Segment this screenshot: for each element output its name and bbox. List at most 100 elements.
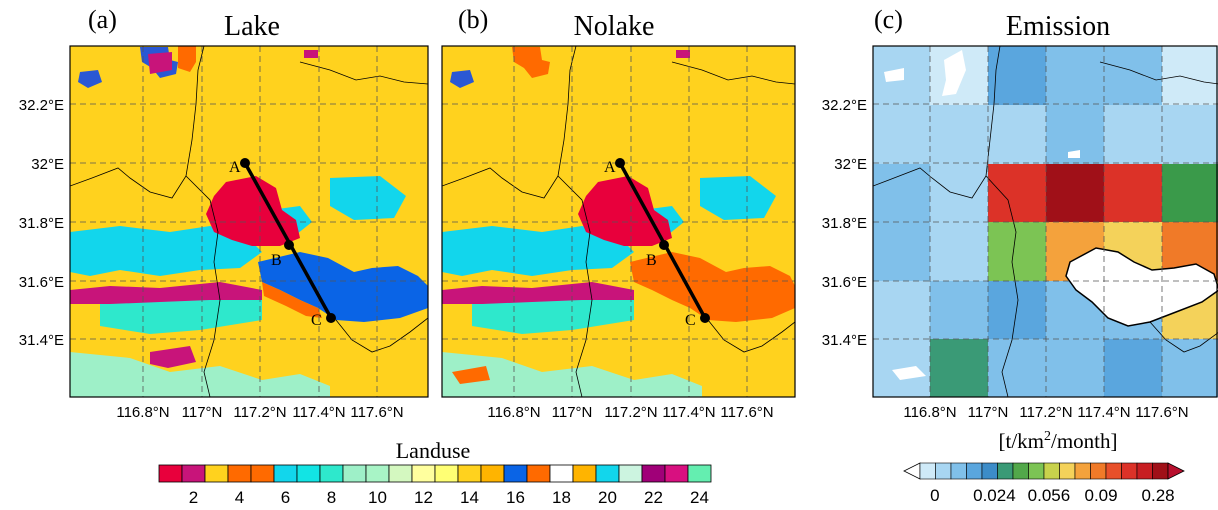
panel-b-point-c-label: C [685,312,696,329]
panel-a-grid [70,46,428,397]
emission-tick-label: 0.09 [1084,486,1117,505]
panel-c-boundary [1149,321,1218,353]
panel-b-x-tick-label: 117°N [552,404,593,421]
landuse-swatch [227,464,252,483]
panel-a-scrub-streak [70,282,262,304]
panel-a-orange-patch [178,46,196,72]
landuse-tick-label: 10 [368,488,387,507]
emission-swatch [1090,462,1107,480]
panel-b-urban [578,176,672,246]
emission-swatch [1152,462,1169,480]
landuse-swatch [549,464,574,483]
panel-a-water-patch [78,70,102,88]
panel-a-point-c-label: C [311,312,322,329]
landuse-legend-title: Landuse [396,438,471,463]
panel-a-x-axis: 116.8°N 117°N 117.2°N 117.4°N 117.6°N [116,404,403,421]
emission-swatch [1136,462,1153,480]
panel-a-lake-shore [262,282,322,318]
panel-a-mosaic-south [70,352,330,397]
panel-a-frame [69,45,429,398]
panel-b-grassland-band [700,176,776,220]
panel-b-orange-patch [452,366,490,384]
landuse-tick-label: 16 [506,488,525,507]
panel-c-nodata-patch [942,50,966,96]
landuse-swatch [434,464,459,483]
panel-a-y-tick-label: 31.4°E [19,332,64,349]
panel-b-point-a-label: A [604,159,616,176]
panel-b-grid [442,46,795,397]
panel-b-point-a [615,158,625,168]
panel-c-y-tick-label: 32°E [834,156,867,173]
panel-c-x-axis: 116.8°N 117°N 117.2°N 117.4°N 117.6°N [903,404,1188,421]
panel-a-point-a [240,158,250,168]
landuse-swatch [641,464,666,483]
emission-tick-label: 0 [930,486,939,505]
landuse-swatch [273,464,298,483]
panel-a-transect: A B C [229,158,336,329]
landuse-swatch [204,464,229,483]
panel-b-x-axis: 116.8°N 117°N 117.2°N 117.4°N 117.6°N [487,404,773,421]
landuse-swatch [181,464,206,483]
emission-unit-part: [t/km [999,429,1045,453]
panel-a-y-tick-label: 32°E [31,156,64,173]
landuse-legend-swatches [158,464,712,483]
panel-a-x-tick-label: 117.2°N [233,404,286,421]
panel-c-y-tick-label: 32.2°E [822,97,867,114]
emission-swatch [935,462,952,480]
panel-a-point-b-label: B [271,252,282,269]
emission-swatch-min-arrow [903,462,921,480]
panel-a-x-tick-label: 117.6°N [350,404,403,421]
panel-a-y-tick-label: 31.6°E [19,274,64,291]
panel-a-point-c [326,313,336,323]
panel-c-title: Emission [1006,11,1110,42]
panel-a-urban [206,176,300,246]
panel-c-y-tick-label: 31.6°E [822,274,867,291]
emission-swatch [1059,462,1076,480]
landuse-tick-label: 20 [598,488,617,507]
landuse-tick-label: 24 [690,488,709,507]
panel-c-map [873,46,1218,397]
panel-c-boundary [873,46,1001,199]
landuse-swatch [319,464,344,483]
landuse-swatch [664,464,689,483]
landuse-swatch [572,464,597,483]
panel-b-orange-patch [512,47,550,78]
panel-a-boundary [299,61,428,85]
panel-a-boundary [335,317,428,353]
emission-legend-unit: [t/km2/month] [999,429,1118,453]
landuse-tick-label: 14 [460,488,479,507]
emission-swatch [1105,462,1122,480]
landuse-swatch [480,464,505,483]
emission-unit-superscript: 2 [1044,429,1051,444]
emission-swatch [1121,462,1138,480]
panel-a-grassland-band [330,176,406,220]
panel-b-point-b-label: B [646,252,657,269]
panel-b-label: (b) [458,5,488,34]
panel-a-point-b [284,240,294,250]
panel-c-nodata-patch [884,68,904,82]
landuse-swatch [411,464,436,483]
landuse-swatch [526,464,551,483]
panel-c-x-tick-label: 117°N [968,404,1009,421]
panel-c-y-tick-label: 31.4°E [822,332,867,349]
panel-c-x-tick-label: 116.8°N [903,404,956,421]
panel-b-water-patch [450,70,474,88]
emission-legend: [t/km2/month] 0 0.024 0.056 0.09 0.28 [903,429,1185,505]
emission-swatch [1028,462,1045,480]
panel-b-transect: A B C [604,158,710,329]
panel-a-scrub-patch [304,50,318,58]
landuse-tick-label: 18 [552,488,571,507]
landuse-swatch [503,464,528,483]
landuse-tick-label: 6 [281,488,290,507]
panel-a-y-tick-label: 32.2°E [19,97,64,114]
panel-b-point-c [700,313,710,323]
panel-b-scrub-streak [442,282,634,304]
emission-swatch [919,462,936,480]
panel-a-y-tick-label: 31.8°E [19,215,64,232]
landuse-swatch [250,464,275,483]
emission-tick-label: 0.024 [973,486,1016,505]
emission-swatch [1012,462,1029,480]
landuse-swatch [342,464,367,483]
landuse-legend: Landuse 2 4 6 8 10 12 14 16 18 20 22 24 [158,438,712,507]
